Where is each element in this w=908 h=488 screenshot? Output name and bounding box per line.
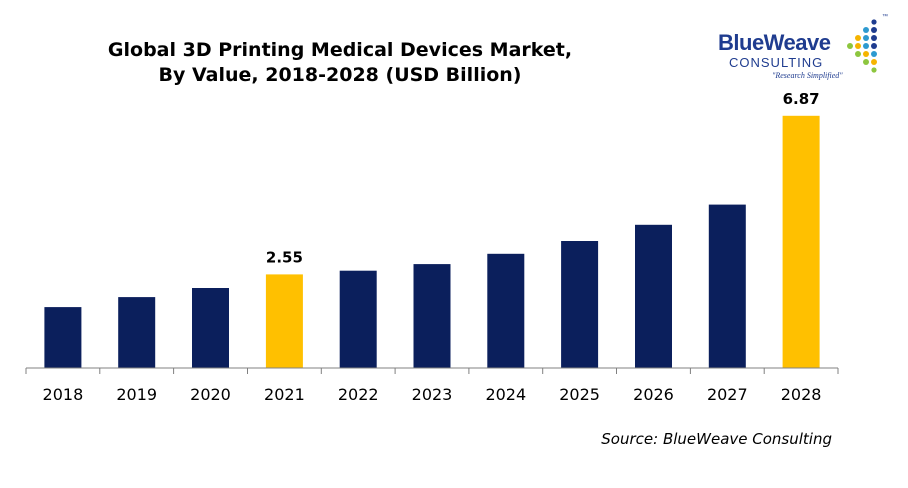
chart-title-line-2: By Value, 2018-2028 (USD Billion) — [158, 64, 522, 86]
logo-trademark: ™ — [882, 14, 888, 20]
logo-dots-icon — [847, 19, 877, 73]
x-tick-label-2026: 2026 — [633, 385, 674, 404]
logo-name: BlueWeave — [718, 30, 831, 55]
bar-2028 — [782, 115, 820, 368]
x-tick-label-2019: 2019 — [116, 385, 157, 404]
logo-tagline: "Research Simplified" — [772, 71, 843, 80]
bar-2022 — [339, 270, 377, 368]
x-tick-label-2022: 2022 — [338, 385, 379, 404]
x-tick-label-2024: 2024 — [485, 385, 526, 404]
bar-2021 — [265, 274, 303, 368]
x-tick-label-2018: 2018 — [43, 385, 84, 404]
bar-2019 — [118, 297, 156, 368]
bar-2023 — [413, 264, 451, 368]
bar-2026 — [635, 224, 672, 368]
bar-2027 — [708, 204, 746, 368]
bar-2018 — [44, 307, 82, 368]
data-label-2028: 6.87 — [783, 90, 820, 108]
chart-title: Global 3D Printing Medical Devices Marke… — [60, 38, 620, 88]
bar-2025 — [561, 241, 599, 368]
chart-title-line-1: Global 3D Printing Medical Devices Marke… — [107, 39, 573, 61]
bluewave-logo: BlueWeave CONSULTING "Research Simplifie… — [712, 14, 896, 94]
x-tick-label-2020: 2020 — [190, 385, 231, 404]
source-note: Source: BlueWeave Consulting — [601, 430, 832, 448]
x-tick-label-2021: 2021 — [264, 385, 305, 404]
x-tick-label-2023: 2023 — [412, 385, 453, 404]
data-label-2021: 2.55 — [266, 248, 303, 266]
x-tick-label-2025: 2025 — [559, 385, 600, 404]
x-tick-label-2028: 2028 — [781, 385, 822, 404]
bar-2024 — [487, 253, 525, 368]
bar-2020 — [192, 288, 229, 368]
x-tick-label-2027: 2027 — [707, 385, 748, 404]
logo-subtitle: CONSULTING — [729, 55, 824, 70]
